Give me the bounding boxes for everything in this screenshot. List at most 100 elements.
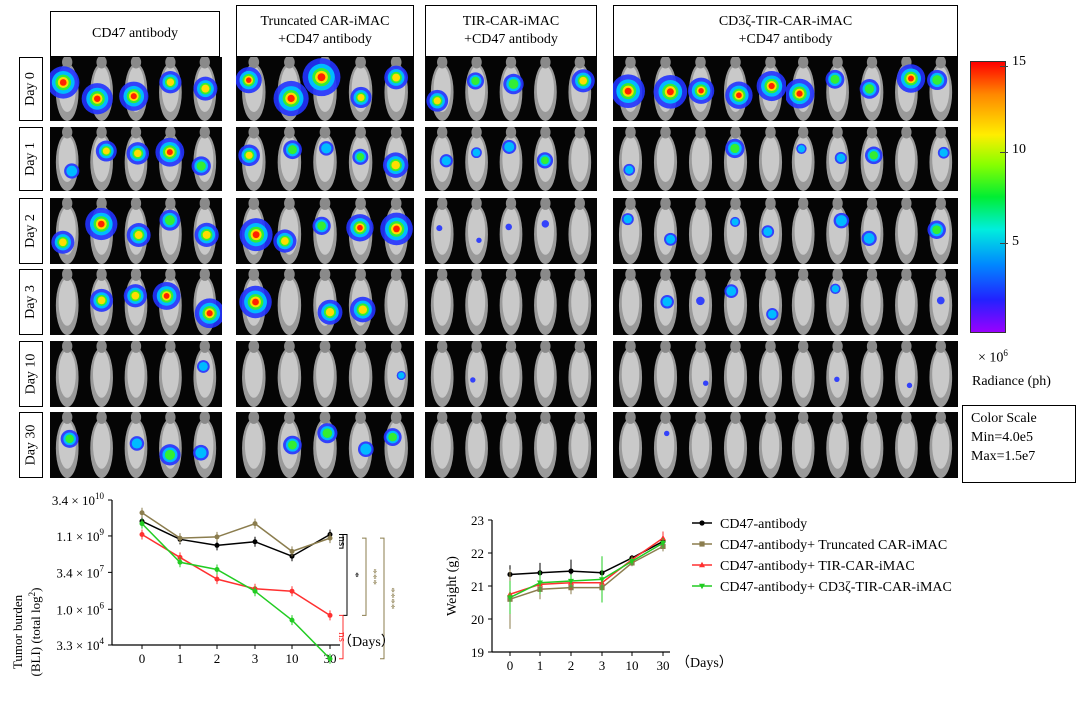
mouse-image xyxy=(688,269,713,335)
mouse-image xyxy=(90,412,113,478)
mouse-image xyxy=(465,127,488,191)
mouse-image xyxy=(313,269,343,335)
weight-y-tick-label: 23 xyxy=(471,513,484,528)
mouse-image xyxy=(384,57,409,121)
mouse-image xyxy=(313,412,338,478)
bli-panel xyxy=(50,269,222,335)
group-header-cd47: CD47 antibody xyxy=(50,11,220,57)
group-label: +CD47 antibody xyxy=(464,32,558,47)
sig-label: ns xyxy=(336,632,348,642)
bli-panel xyxy=(425,198,597,264)
mouse-image xyxy=(193,412,217,478)
legend-item: CD47-antibody+ CD3ζ-TIR-CAR-iMAC xyxy=(692,580,952,595)
mouse-image xyxy=(191,127,217,191)
tumor-point xyxy=(214,534,220,540)
mouse-image xyxy=(826,269,849,335)
weight-x-tick-label: 2 xyxy=(568,658,575,673)
mouse-image xyxy=(384,341,408,407)
weight-point xyxy=(568,578,574,585)
mouse-image xyxy=(723,269,748,335)
bli-panel xyxy=(786,269,958,335)
weight-y-label: Weight (g) xyxy=(445,556,460,616)
mouse-image xyxy=(653,57,688,121)
mouse-image xyxy=(348,127,373,191)
mouse-image xyxy=(90,341,113,407)
legend-item: CD47-antibody+ TIR-CAR-iMAC xyxy=(692,559,915,574)
tumor-y-label-1: Tumor burden xyxy=(10,594,25,669)
day-label-3: Day 3 xyxy=(19,269,43,335)
bli-panel xyxy=(786,412,958,478)
mouse-image xyxy=(236,57,266,121)
mouse-image xyxy=(273,198,302,264)
sig-label: ns xyxy=(336,536,348,546)
sig-bracket xyxy=(380,537,385,660)
tumor-y-tick-label: 1.0 × 106 xyxy=(56,600,104,617)
weight-y-tick-label: 21 xyxy=(471,579,484,594)
bli-panel xyxy=(236,341,414,407)
mouse-image xyxy=(239,198,273,264)
mouse-image xyxy=(534,269,557,335)
sig-bracket xyxy=(362,537,367,616)
weight-x-label: （Days） xyxy=(676,655,733,671)
bli-panel xyxy=(236,269,414,335)
mouse-image xyxy=(568,127,592,191)
mouse-image xyxy=(653,412,678,478)
tumor-point xyxy=(327,612,333,618)
mouse-image xyxy=(277,412,302,478)
mouse-image xyxy=(618,341,643,407)
mouse-image xyxy=(618,127,643,191)
mouse-image xyxy=(860,198,884,264)
mouse-image xyxy=(723,127,748,191)
bli-panel xyxy=(425,269,597,335)
mouse-image xyxy=(313,341,337,407)
tumor-x-tick-label: 3 xyxy=(252,651,259,666)
colorbar-unit: Radiance (ph) xyxy=(972,374,1051,389)
legend-item: CD47-antibody xyxy=(692,517,807,532)
mouse-image xyxy=(193,57,218,121)
weight-point xyxy=(699,561,705,568)
mouse-image xyxy=(155,127,185,191)
mouse-image xyxy=(688,412,713,478)
mouse-image xyxy=(430,127,454,191)
group-label: Truncated CAR-iMAC xyxy=(260,14,390,29)
mouse-image xyxy=(826,198,850,264)
mouse-image xyxy=(152,269,182,335)
mouse-image xyxy=(568,269,592,335)
tumor-y-tick-label: 3.3 × 104 xyxy=(56,636,104,653)
bli-panel xyxy=(425,57,597,121)
mouse-image xyxy=(534,57,557,121)
mouse-image xyxy=(430,412,454,478)
bli-panel xyxy=(786,198,958,264)
mouse-image xyxy=(465,341,488,407)
sig-label: * xyxy=(349,572,361,578)
mouse-image xyxy=(55,412,79,478)
mouse-image xyxy=(568,57,595,121)
mouse-image xyxy=(534,412,557,478)
mouse-image xyxy=(242,341,266,407)
colorbar-tick xyxy=(1000,152,1008,153)
mouse-image xyxy=(430,269,454,335)
bli-panel xyxy=(786,127,958,191)
mouse-image xyxy=(826,127,849,191)
mouse-image xyxy=(826,341,849,407)
mouse-image xyxy=(499,198,523,264)
bli-panel xyxy=(50,57,222,121)
weight-x-tick-label: 30 xyxy=(657,658,670,673)
tumor-series-line xyxy=(141,523,331,660)
mouse-image xyxy=(124,127,150,191)
weight-x-tick-label: 1 xyxy=(537,658,544,673)
mouse-image xyxy=(929,341,953,407)
tumor-point xyxy=(139,510,145,516)
bli-panel xyxy=(786,341,958,407)
mouse-image xyxy=(929,269,953,335)
bli-panel xyxy=(50,127,222,191)
mouse-image xyxy=(346,198,374,264)
mouse-image xyxy=(348,269,376,335)
tumor-point xyxy=(214,576,220,582)
mouse-image xyxy=(618,269,643,335)
bli-panel xyxy=(425,341,597,407)
tumor-point xyxy=(177,559,183,565)
mouse-image xyxy=(277,127,302,191)
mouse-image xyxy=(791,269,815,335)
mouse-image xyxy=(313,127,337,191)
